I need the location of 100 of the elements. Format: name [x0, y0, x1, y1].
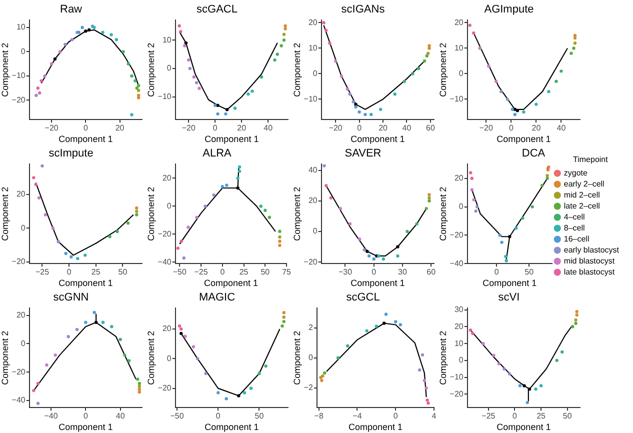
y-tick-label: −10 [12, 71, 26, 80]
x-tick-label: −20 [328, 124, 343, 133]
x-axis-title: Component 1 [496, 422, 551, 432]
y-tick-label: 20 [16, 190, 26, 199]
x-tick-label: 0 [372, 268, 377, 277]
x-axis-title: Component 1 [482, 278, 537, 288]
y-tick-label: −40 [12, 396, 26, 405]
x-tick-label: −20 [479, 124, 494, 133]
x-tick-label: 50 [562, 412, 572, 421]
x-axis-title: Component 1 [204, 134, 259, 144]
y-tick-label: −20 [450, 389, 464, 398]
legend-label: early 2–cell [564, 180, 605, 189]
y-tick-label: 20 [162, 324, 172, 334]
y-tick-label: −10 [450, 372, 464, 382]
x-tick-label: 50 [118, 268, 128, 277]
legend-title: Timepoint [573, 154, 609, 164]
y-tick-label: 2 [308, 322, 314, 332]
x-tick-label: 60 [426, 268, 436, 277]
y-tick-label: 20 [454, 18, 464, 27]
y-tick-label: 20 [308, 196, 318, 206]
x-tick-label: 0 [357, 124, 362, 133]
y-axis-title: Component 2 [0, 330, 10, 385]
x-tick-label: −8 [314, 412, 324, 421]
x-tick-label: 40 [556, 124, 566, 133]
y-axis-title: Component 2 [438, 42, 448, 97]
y-tick-label: 30 [454, 305, 464, 314]
chart-title: scVI [498, 292, 520, 304]
x-tick-label: 0 [212, 124, 218, 133]
y-tick-label: 20 [16, 310, 26, 320]
x-axis-title: Component 1 [348, 422, 402, 432]
x-tick-label: 0 [393, 412, 398, 421]
y-tick-label: −20 [450, 230, 464, 240]
x-tick-label: −50 [172, 268, 187, 277]
y-tick-label: 0 [20, 46, 26, 56]
x-axis-title: Component 1 [58, 134, 113, 144]
x-tick-label: 0 [512, 412, 518, 421]
x-axis-title: Component 1 [350, 278, 405, 288]
x-axis-title: Component 1 [350, 134, 405, 144]
y-tick-label: −40 [158, 257, 172, 266]
y-axis-title: Component 2 [146, 42, 156, 97]
x-tick-label: 75 [282, 268, 292, 277]
y-tick-label: −20 [158, 229, 172, 238]
legend-label: 16–cell [564, 234, 590, 244]
y-tick-label: −20 [158, 384, 172, 393]
y-axis-title: Component 2 [438, 330, 448, 385]
y-tick-label: 0 [458, 68, 464, 78]
x-tick-label: 50 [524, 268, 534, 277]
y-tick-label: −2 [304, 383, 314, 392]
y-tick-label: 0 [166, 201, 172, 210]
x-tick-label: 40 [264, 124, 274, 133]
legend-label: early blastocyst [564, 246, 620, 255]
legend-label: zygote [564, 168, 588, 178]
x-tick-label: −25 [194, 268, 208, 277]
y-tick-label: −40 [450, 258, 464, 268]
x-tick-label: 50 [254, 412, 264, 421]
y-tick-label: 10 [16, 22, 26, 32]
y-tick-label: −10 [450, 94, 464, 104]
legend-label: mid blastocyst [564, 256, 616, 266]
x-tick-label: 40 [402, 124, 412, 133]
x-tick-label: −25 [482, 412, 496, 421]
y-tick-label: 10 [454, 338, 464, 348]
legend-label: 8–cell [564, 224, 585, 233]
y-tick-label: 0 [458, 202, 464, 212]
x-tick-label: 0 [494, 268, 500, 277]
chart-title: scImpute [48, 148, 94, 160]
y-axis-title: Component 2 [292, 42, 302, 97]
x-tick-label: 25 [536, 412, 546, 421]
y-tick-label: 0 [458, 356, 464, 365]
y-tick-label: −10 [158, 92, 172, 102]
y-tick-label: 20 [308, 18, 318, 27]
y-tick-label: 20 [454, 322, 464, 331]
x-tick-label: 25 [91, 268, 101, 277]
x-tick-label: −50 [170, 412, 184, 421]
y-tick-label: −20 [12, 257, 26, 266]
y-tick-label: 0 [166, 64, 172, 73]
legend-label: late 2–cell [564, 202, 600, 211]
chart-title: scGCL [346, 292, 380, 304]
x-tick-label: 0 [83, 412, 88, 421]
x-tick-label: 20 [532, 124, 542, 133]
x-tick-label: 60 [426, 124, 436, 133]
x-axis-title: Component 1 [58, 278, 113, 288]
y-tick-label: 20 [162, 173, 172, 182]
y-axis-title: Component 2 [438, 186, 448, 241]
x-tick-label: −4 [352, 412, 362, 421]
chart-title: MAGIC [198, 292, 236, 304]
y-axis-title: Component 2 [292, 330, 302, 385]
y-tick-label: −20 [304, 257, 318, 266]
legend-label: late blastocyst [564, 268, 616, 277]
y-axis-title: Component 2 [292, 186, 302, 241]
legend-label: mid 2–cell [564, 190, 600, 200]
x-tick-label: −25 [35, 268, 50, 277]
x-tick-label: 30 [398, 268, 408, 277]
x-tick-label: −20 [44, 124, 59, 133]
x-tick-label: −20 [182, 124, 196, 133]
x-tick-label: 0 [508, 124, 514, 133]
y-axis-title: Component 2 [0, 186, 10, 241]
x-tick-label: 20 [378, 124, 388, 133]
y-tick-label: 10 [308, 43, 318, 52]
x-tick-label: 50 [260, 268, 270, 277]
chart-title: DCA [522, 148, 546, 160]
